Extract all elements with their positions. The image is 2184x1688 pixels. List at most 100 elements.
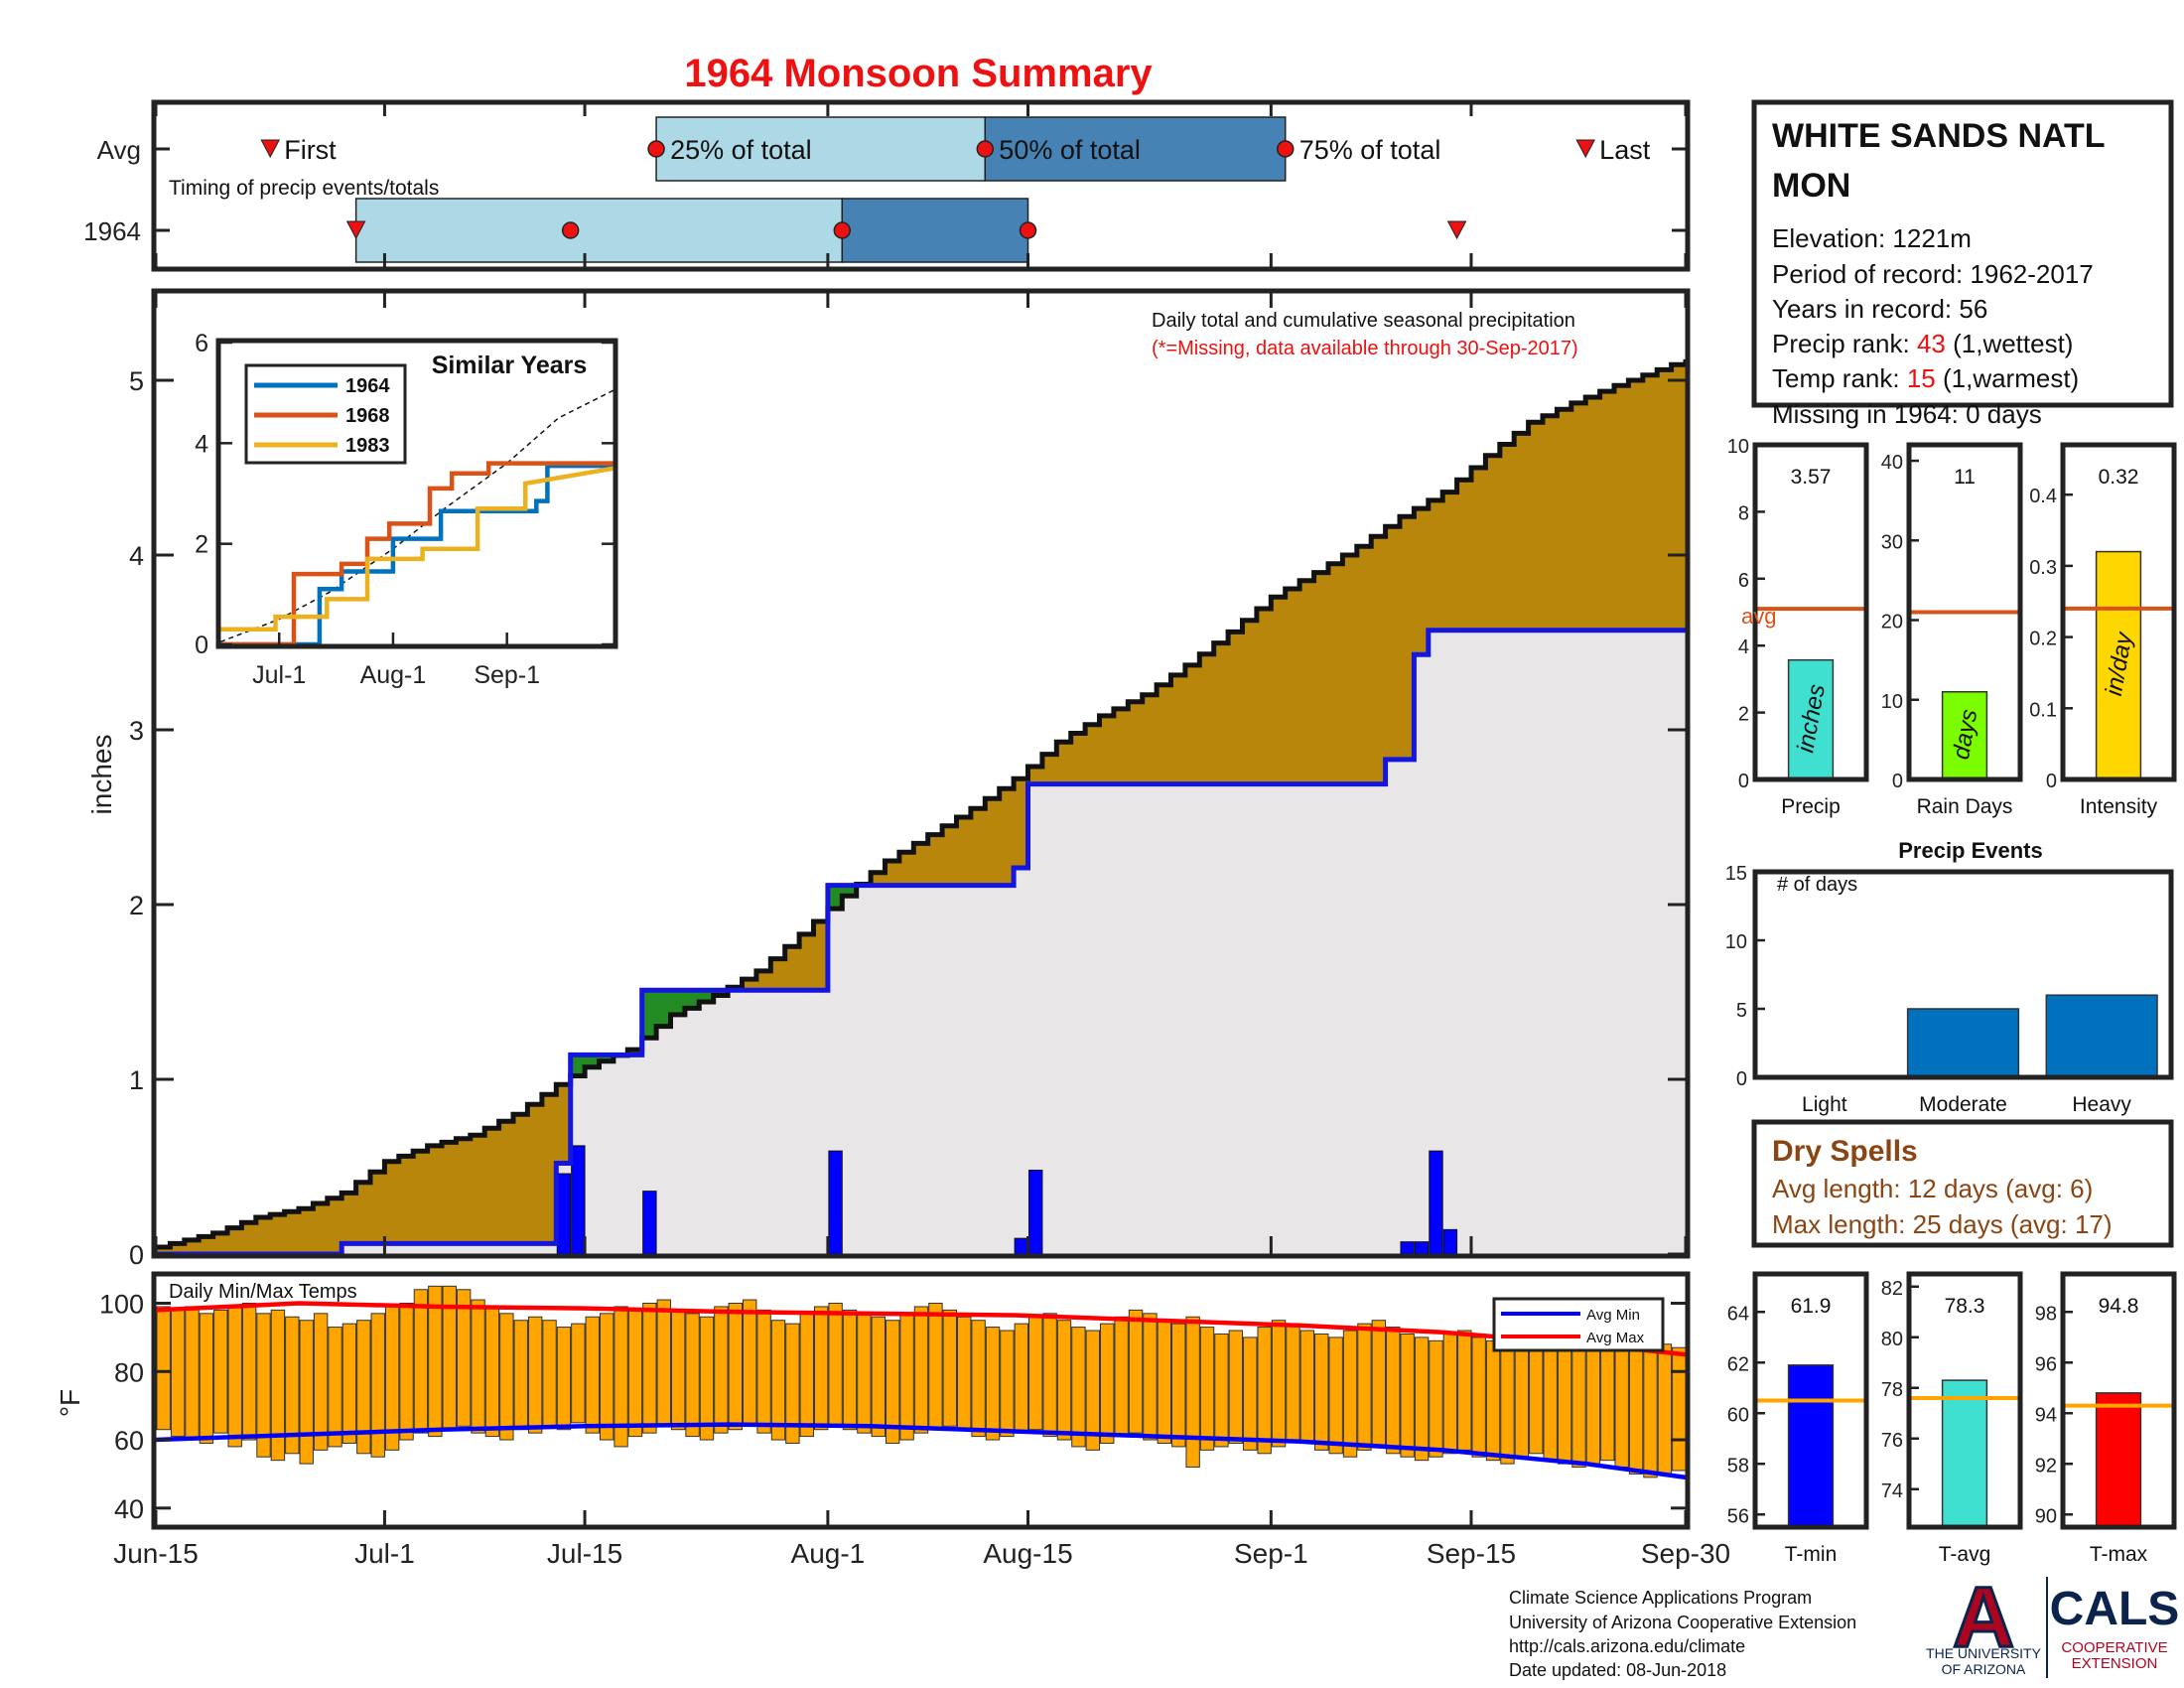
- year-25-marker: [561, 221, 580, 239]
- daily-precip-bar: [642, 1191, 657, 1255]
- temp-t-avg-y-tick-label: 82: [1881, 1278, 1903, 1300]
- summary-intensity-frame: [2060, 442, 2177, 782]
- daily-precip-bar: [571, 1145, 586, 1255]
- last-label: Last: [1599, 135, 1651, 165]
- temp-rank-suffix: (1,warmest): [1936, 363, 2079, 393]
- daily-temp-bar: [1171, 1323, 1186, 1448]
- daily-temp-bar: [1614, 1343, 1629, 1469]
- daily-temp-bar: [356, 1320, 371, 1455]
- inset-title: Similar Years: [432, 352, 588, 379]
- chart-title: 1964 Monsoon Summary: [684, 52, 1153, 95]
- daily-temp-bar: [556, 1327, 572, 1431]
- summary-rain-days-y-tick-label: 10: [1881, 691, 1903, 713]
- daily-temp-bar: [813, 1306, 829, 1431]
- daily-temp-bar: [599, 1313, 614, 1441]
- summary-rain-days-y-tick-label: 40: [1881, 452, 1903, 474]
- temp-y-tick-label: 60: [114, 1426, 144, 1456]
- precip-y-tick-label: 2: [129, 891, 144, 920]
- x-tick-label: Sep-15: [1427, 1538, 1516, 1569]
- daily-temp-bar: [1299, 1330, 1315, 1444]
- daily-temp-bar: [542, 1320, 557, 1427]
- daily-precip-bar: [556, 1173, 572, 1255]
- daily-temp-bar: [1414, 1336, 1430, 1462]
- daily-temp-bar: [571, 1323, 586, 1424]
- dry-spells-max-length: Max length: 25 days (avg: 17): [1772, 1209, 2113, 1239]
- station-precip-rank: Precip rank: 43 (1,wettest): [1772, 329, 2073, 358]
- temp-rank-value: 15: [1907, 363, 1936, 393]
- daily-temp-bar: [513, 1320, 528, 1431]
- daily-temp-bar: [770, 1320, 786, 1441]
- daily-temp-bar: [1529, 1333, 1544, 1455]
- daily-temp-bar: [1429, 1339, 1443, 1458]
- summary-precip-frame: [1752, 442, 1869, 782]
- daily-precip-bar: [1442, 1228, 1458, 1255]
- temp-rank-label: Temp rank:: [1772, 363, 1907, 393]
- summary-rain-days-frame: [1906, 442, 2023, 782]
- avg-cumulative-line: [156, 358, 1689, 1250]
- temp-t-min-category-label: T-min: [1785, 1543, 1838, 1566]
- daily-temp-bar: [1585, 1339, 1601, 1465]
- inset-legend-label-1983: 1983: [345, 435, 390, 457]
- daily-temp-bar: [1271, 1320, 1287, 1448]
- daily-temp-bar: [871, 1316, 886, 1438]
- precip-y-tick-label: 1: [129, 1065, 144, 1095]
- daily-temp-bar: [256, 1313, 271, 1458]
- similar-years-inset: 1964 1968 1983 0 2 4 6 Jul-1 Aug-1 Sep-1 Similar …: [195, 330, 618, 689]
- summary-intensity-category-label: Intensity: [2080, 795, 2158, 818]
- daily-temp-bar: [913, 1306, 929, 1434]
- daily-temp-bar: [1028, 1316, 1043, 1431]
- x-tick-label: Jul-1: [354, 1538, 415, 1569]
- x-tick-label: Sep-1: [1234, 1538, 1308, 1569]
- temp-y-tick-label: 100: [99, 1290, 144, 1320]
- daily-temp-bar: [1571, 1346, 1586, 1469]
- footer-credits: Climate Science Applications Program Uni…: [1509, 1588, 1856, 1680]
- footer-line-date: Date updated: 08-Jun-2018: [1509, 1660, 1726, 1680]
- temp-t-min-y-tick-label: 56: [1727, 1505, 1749, 1527]
- temp-t-min-y-tick-label: 64: [1727, 1303, 1749, 1325]
- daily-temp-bar: [1500, 1343, 1515, 1465]
- temperature-chart-title: Daily Min/Max Temps: [169, 1281, 357, 1303]
- timing-subtitle: Timing of precip events/totals: [169, 177, 439, 200]
- daily-temp-bar: [1143, 1313, 1158, 1441]
- temp-t-max-y-tick-label: 92: [2035, 1455, 2057, 1477]
- daily-temp-bar: [1471, 1336, 1486, 1458]
- inset-y-tick-label: 4: [195, 430, 208, 458]
- temp-t-max-category-label: T-max: [2090, 1543, 2148, 1566]
- inset-frame: [215, 338, 618, 649]
- daily-temp-bar: [885, 1320, 900, 1444]
- logo-university-line2: OF ARIZONA: [1942, 1661, 2026, 1677]
- daily-temp-bar: [399, 1303, 414, 1441]
- daily-temp-bar: [1643, 1350, 1658, 1478]
- daily-temp-bar: [270, 1309, 286, 1462]
- daily-temp-bar: [1485, 1339, 1501, 1462]
- temp-t-max-value-bar: [2095, 1392, 2142, 1528]
- summary-intensity-y-tick-label: 0.2: [2029, 629, 2057, 650]
- p50-label: 50% of total: [999, 135, 1141, 165]
- precip-y-axis-label: inches: [86, 735, 117, 815]
- x-tick-label: Jul-15: [547, 1538, 622, 1569]
- summary-intensity-y-tick-label: 0.4: [2029, 486, 2057, 507]
- daily-temp-bar: [227, 1306, 242, 1448]
- daily-temp-bar: [756, 1309, 771, 1434]
- daily-temp-bar: [341, 1323, 357, 1444]
- daily-temp-bar: [1214, 1333, 1229, 1448]
- temp-t-avg-y-tick-label: 80: [1881, 1329, 1903, 1350]
- daily-temp-bar: [527, 1316, 543, 1434]
- summary-precip-y-tick-label: 2: [1738, 704, 1749, 726]
- station-temp-rank: Temp rank: 15 (1,warmest): [1772, 363, 2079, 393]
- temp-t-max-y-tick-label: 98: [2035, 1303, 2057, 1325]
- timing-row-label-avg: Avg: [97, 135, 141, 165]
- daily-temp-bar: [627, 1309, 643, 1438]
- year-25-50-box: [354, 198, 844, 263]
- daily-temp-bar: [714, 1306, 729, 1434]
- daily-temp-bar: [842, 1309, 858, 1431]
- daily-temp-bar: [1314, 1333, 1329, 1451]
- first-label: First: [284, 135, 337, 165]
- daily-temp-bar: [942, 1309, 958, 1427]
- summary-rain-days-y-tick-label: 0: [1892, 771, 1903, 792]
- station-period-of-record: Period of record: 1962-2017: [1772, 259, 2094, 289]
- daily-temp-bar: [857, 1313, 872, 1434]
- inset-y-tick-label: 0: [195, 632, 208, 659]
- daily-temp-bar: [499, 1313, 514, 1441]
